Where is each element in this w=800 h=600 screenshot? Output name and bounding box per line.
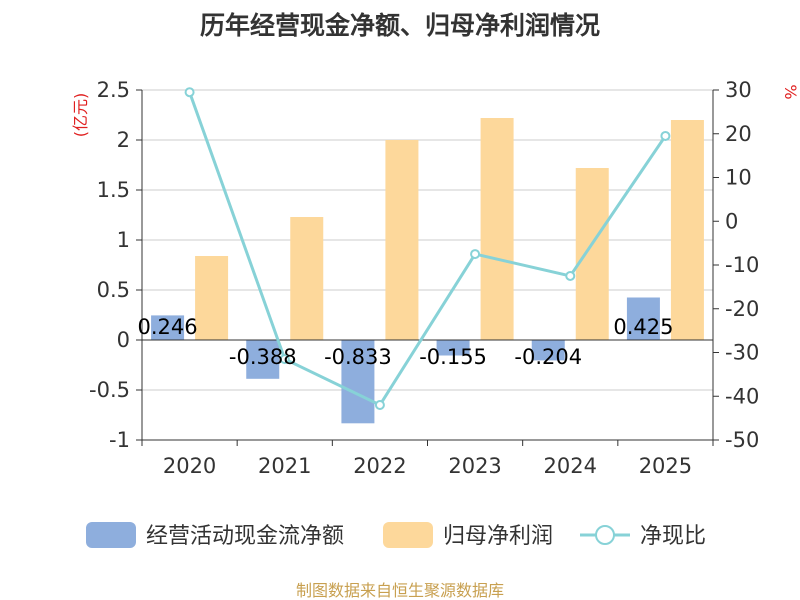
right-tick-label: 10 [725, 166, 752, 190]
left-tick-label: -1 [109, 428, 130, 452]
chart-title: 历年经营现金净额、归母净利润情况 [200, 11, 600, 40]
legend-swatch-profit [383, 522, 433, 548]
bars [151, 118, 704, 424]
category-label: 2020 [163, 454, 216, 478]
left-tick-label: 1.5 [97, 178, 130, 202]
profit-bar [575, 168, 609, 340]
category-label: 2024 [544, 454, 597, 478]
left-tick-label: 0 [117, 328, 130, 352]
legend: 经营活动现金流净额 归母净利润 净现比 [86, 522, 706, 549]
cashflow-data-label: -0.833 [324, 345, 392, 369]
left-tick-label: 2.5 [97, 78, 130, 102]
cashflow-data-label: -0.204 [514, 345, 582, 369]
category-label: 2021 [258, 454, 311, 478]
legend-swatch-cashflow [86, 522, 136, 548]
cashflow-bar [436, 340, 470, 356]
right-tick-label: -30 [725, 341, 759, 365]
left-tick-label: 2 [117, 128, 130, 152]
ratio-point [660, 130, 671, 141]
category-label: 2023 [448, 454, 501, 478]
ratio-point [565, 270, 576, 281]
right-axis-unit: % [781, 84, 800, 99]
right-tick-label: -10 [725, 253, 759, 277]
source-note: 制图数据来自恒生聚源数据库 [296, 581, 504, 600]
legend-label-profit: 归母净利润 [443, 524, 553, 549]
profit-bar [480, 118, 514, 340]
right-tick-label: -50 [725, 428, 759, 452]
ratio-line [184, 87, 671, 410]
legend-label-ratio: 净现比 [640, 524, 706, 549]
left-tick-label: 0.5 [97, 278, 130, 302]
cashflow-data-label: 0.246 [138, 315, 198, 339]
cashflow-bar [341, 340, 375, 424]
legend-label-cashflow: 经营活动现金流净额 [146, 524, 344, 549]
axes: 2.5 2 1.5 1 0.5 0 -0.5 -1 30 20 10 0 -10 -20 -30 -40 -50… [89, 78, 759, 478]
cashflow-data-label: -0.155 [419, 345, 487, 369]
left-tick-label: -0.5 [89, 378, 130, 402]
right-tick-label: -40 [725, 384, 759, 408]
cashflow-bar [151, 315, 185, 340]
cashflow-bar [626, 297, 660, 340]
ratio-point [470, 249, 481, 260]
ratio-point [374, 400, 385, 410]
cashflow-data-label: 0.425 [613, 315, 673, 339]
cashflow-bar [246, 340, 280, 379]
category-label: 2022 [353, 454, 406, 478]
right-tick-label: 0 [725, 209, 738, 233]
legend-swatch-ratio-marker [595, 525, 615, 545]
profit-bar [195, 256, 229, 340]
profit-bar [670, 120, 704, 340]
profit-bar [290, 217, 324, 340]
profit-bar [385, 140, 419, 340]
left-axis-unit: (亿元) [71, 93, 90, 138]
cashflow-data-label: -0.388 [229, 345, 297, 369]
ratio-point [279, 354, 290, 365]
data-labels: 0.246 -0.388 -0.833 -0.155 -0.204 0.425 [138, 315, 674, 369]
left-tick-label: 1 [117, 228, 130, 252]
ratio-point [184, 87, 195, 98]
category-label: 2025 [639, 454, 692, 478]
ratio-line-path [188, 91, 667, 407]
right-tick-label: 30 [725, 78, 752, 102]
right-tick-label: -20 [725, 297, 759, 321]
cashflow-bar [531, 340, 565, 361]
right-tick-label: 20 [725, 122, 752, 146]
